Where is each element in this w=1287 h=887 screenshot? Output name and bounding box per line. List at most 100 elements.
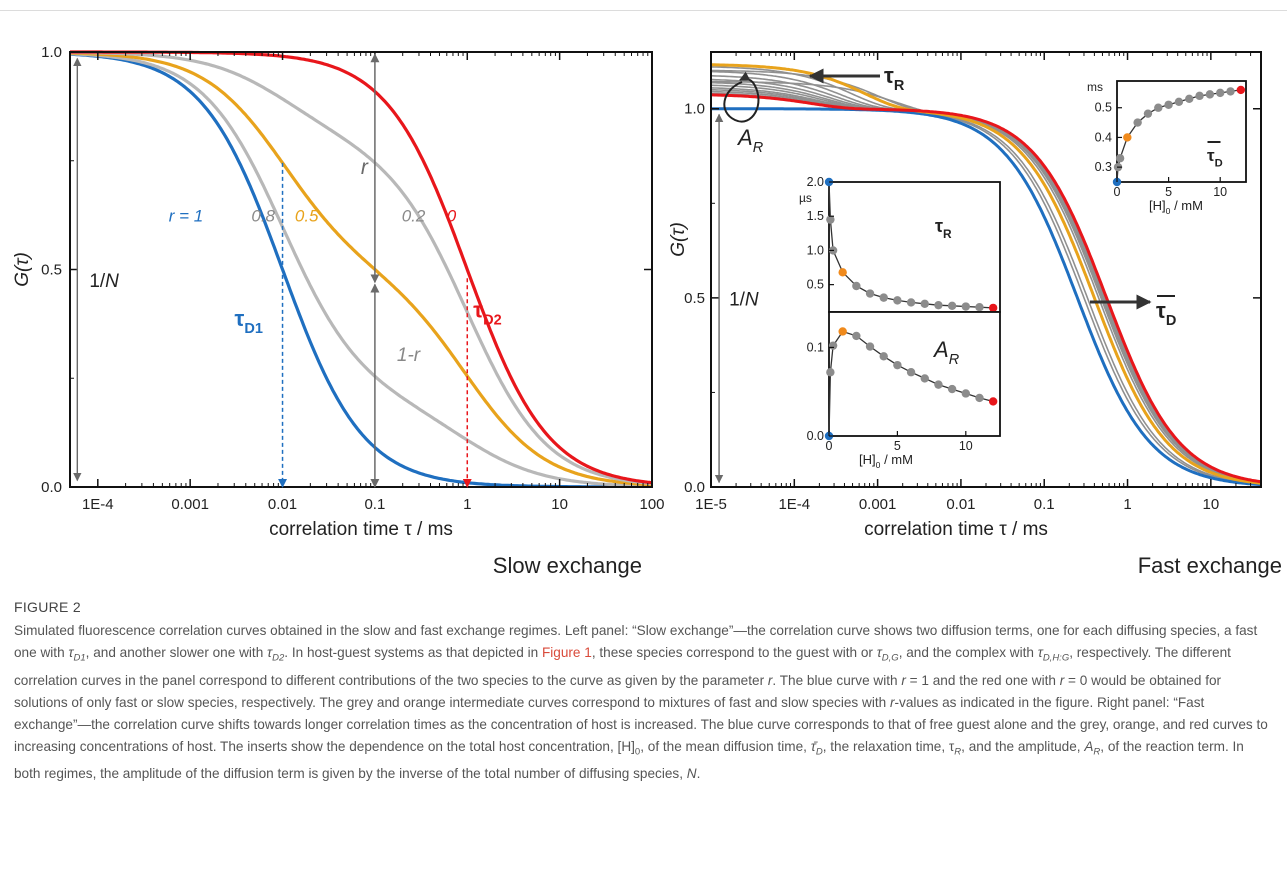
- tauD-inset-y-unit: ms: [1087, 80, 1103, 94]
- figure-area: 1E-4 0.001 0.0 1 0.1 1 10 10 0 0.0 0.5 1.0 correlati…: [12, 44, 1282, 578]
- fast-curve-h0-2: [711, 66, 1261, 484]
- tau-r-inset-label: τR: [935, 216, 952, 241]
- AR-inset-point: [961, 389, 970, 398]
- r-value-label: r = 1: [169, 207, 204, 226]
- tauD-inset-x-tick-label: 5: [1165, 185, 1172, 199]
- right-x-tick-label: 1E-5: [695, 496, 727, 513]
- tauR-inset-y-tick-label: 0.5: [807, 278, 824, 292]
- right-x-tick-label: 10: [1203, 496, 1220, 513]
- AR-inset-point: [865, 342, 875, 351]
- left-x-tick-label: 1: [463, 496, 471, 513]
- tauD-inset-y-tick-label: 0.5: [1095, 101, 1112, 115]
- tau-d-inset-label: τD: [1207, 146, 1223, 169]
- top-divider: [0, 10, 1287, 11]
- tauD-inset-x-tick-label: 0: [1114, 185, 1121, 199]
- right-curves: [711, 63, 1261, 487]
- AR-inset-x-tick-label: 5: [894, 439, 901, 453]
- tau-d-bar-label: τD: [1156, 298, 1176, 329]
- AR-inset-point: [826, 368, 835, 377]
- tauD-inset-point: [1226, 87, 1235, 96]
- right-y-axis-label: G(τ): [668, 222, 689, 257]
- ar-inset-label: AR: [932, 337, 960, 368]
- tauD-inset-point: [1195, 91, 1204, 101]
- slow-curve-r-0_8: [70, 52, 652, 487]
- left-x-axis-label: correlation time τ / ms: [269, 519, 453, 540]
- AR-inset-point: [988, 397, 998, 406]
- fast-curve-h0-12: [711, 93, 1261, 484]
- left-x-tick-label: 0.001: [171, 496, 209, 513]
- one-minus-r-label: 1-r: [397, 345, 421, 366]
- left-y-tick-label: 0.0: [41, 479, 62, 496]
- left-y-axis-label: G(τ): [12, 252, 33, 287]
- tauR-inset-y-tick-label: 1.5: [807, 209, 824, 223]
- tauD-inset-point: [1143, 109, 1153, 118]
- left-inv-n-label: 1/N: [89, 271, 119, 292]
- tau-r-label: τR: [884, 63, 905, 94]
- figure-svg: 1E-4 0.001 0.0 1 0.1 1 10 10 0 0.0 0.5 1.0 correlati…: [12, 44, 1282, 578]
- r-value-label: 0.5: [295, 207, 319, 226]
- r-label: r: [361, 156, 369, 179]
- tauD-inset-point: [1216, 88, 1225, 98]
- tauD-inset-y-tick-label: 0.4: [1095, 130, 1112, 144]
- right-y-tick-label: 0.5: [684, 290, 705, 307]
- tau-d1-label: τD1: [235, 306, 263, 337]
- tauR-inset-point: [893, 296, 902, 305]
- tauD-inset-x-axis-label: [H]0 / mM: [1149, 198, 1203, 216]
- r-value-label: 0.2: [402, 207, 426, 226]
- tauR-inset-point: [906, 298, 916, 307]
- right-x-axis-label: correlation time τ / ms: [864, 519, 1048, 540]
- fast-curve-h0-0_3: [711, 69, 1261, 485]
- figure1-link[interactable]: Figure 1: [541, 645, 592, 660]
- AR-inset-x-axis-label: [H]0 / mM: [859, 452, 913, 470]
- tauD-inset-frame: [1116, 80, 1247, 183]
- AR-inset-x-tick-label: 10: [959, 439, 973, 453]
- tauR-inset-point: [920, 299, 929, 308]
- tauD-inset-point: [1205, 90, 1215, 99]
- AR-inset-point: [852, 331, 861, 341]
- AR-inset-point: [828, 341, 838, 350]
- AR-inset-point: [975, 393, 984, 403]
- right-inv-n-label: 1/N: [729, 289, 759, 310]
- tauR-inset-y-tick-label: 1.0: [807, 243, 824, 257]
- fast-curve-h0-0: [711, 107, 1261, 487]
- left-x-tick-label: 0.1: [364, 496, 385, 513]
- tauR-inset-y-unit: µs: [799, 191, 812, 205]
- fast-curve-h0-1: [711, 63, 1261, 485]
- figure-label: FIGURE 2: [14, 599, 81, 615]
- left-x-tick-label: 10: [551, 496, 568, 513]
- tauR-inset-point: [865, 289, 875, 298]
- caption-text: Simulated fluorescence correlation curve…: [14, 623, 1268, 782]
- figure-caption: FIGURE 2 Simulated fluorescence correlat…: [14, 596, 1272, 785]
- tauR-inset-point: [988, 303, 998, 313]
- left-y-tick-label: 1.0: [41, 44, 62, 61]
- right-x-tick-label: 0.001: [859, 496, 897, 513]
- tauR-inset-point: [838, 268, 847, 277]
- tauD-inset-point: [1185, 94, 1194, 104]
- slow-curve-r-0_5: [70, 51, 652, 487]
- tauR-inset-point: [852, 281, 861, 291]
- tauD-inset-point: [1164, 100, 1173, 109]
- tauD-inset-point: [1133, 118, 1142, 127]
- tauR-inset-point: [934, 300, 943, 310]
- tauR-inset-y-tick-label: 2.0: [807, 175, 824, 189]
- tauR-inset-point: [975, 303, 984, 312]
- right-x-tick-label: 1: [1123, 496, 1131, 513]
- left-y-tick-label: 0.5: [41, 262, 62, 279]
- AR-inset-point: [947, 384, 957, 394]
- right-y-tick-label: 0.0: [684, 479, 705, 496]
- left-curves: [70, 50, 652, 487]
- AR-inset-y-tick-label: 0.1: [807, 340, 824, 354]
- left-x-tick-label: 1E-4: [82, 496, 114, 513]
- tauR-inset-point: [879, 293, 888, 302]
- left-plot-frame: [69, 51, 653, 488]
- AR-inset-point: [920, 374, 929, 383]
- ar-loop-arrow: [723, 71, 760, 123]
- tauD-inset-x-tick-label: 10: [1213, 185, 1227, 199]
- tauD-inset-point: [1115, 154, 1125, 163]
- right-y-tick-label: 1.0: [684, 101, 705, 118]
- tauD-inset-y-tick-label: 0.3: [1095, 160, 1112, 174]
- tauD-inset-point: [1174, 97, 1184, 106]
- tauD-inset-point: [1236, 85, 1246, 95]
- right-panel-title: Fast exchange: [1138, 553, 1282, 578]
- tauR-inset-point: [947, 301, 957, 311]
